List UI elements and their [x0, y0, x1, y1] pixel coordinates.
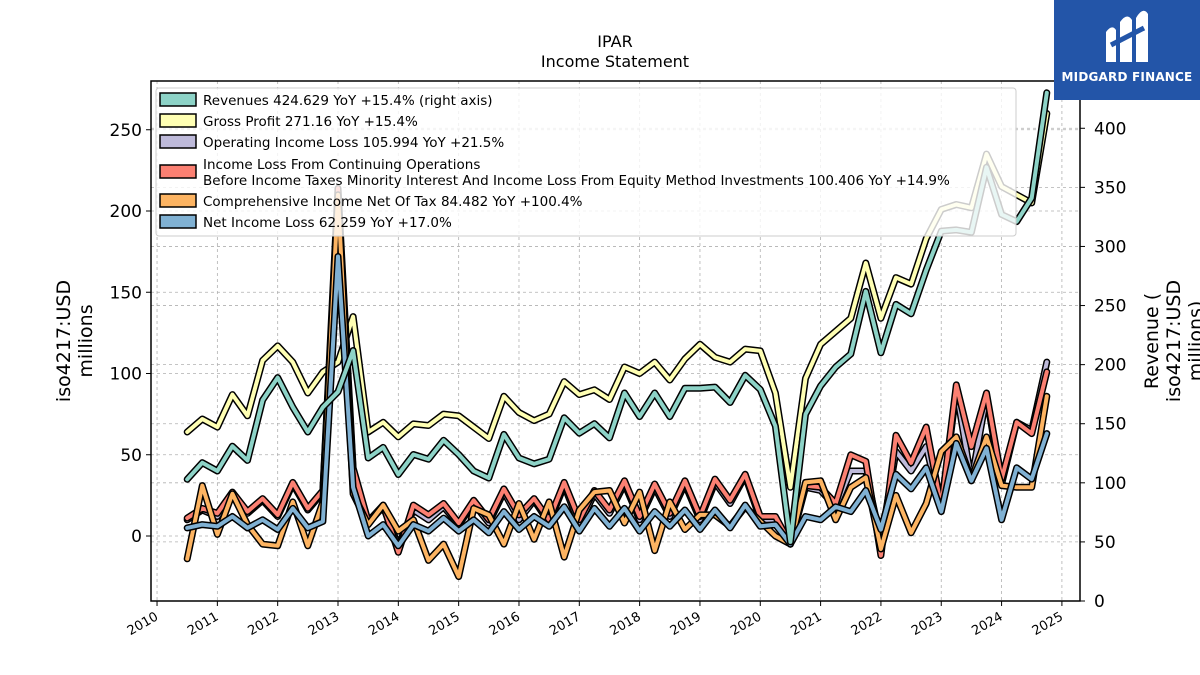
- x-tick-label: 2022: [849, 609, 885, 639]
- x-tick-label: 2016: [487, 609, 523, 639]
- y-left-tick-label: 0: [131, 527, 142, 547]
- legend-label-pretax-income-line-1: Income Loss From Continuing Operations: [203, 157, 480, 173]
- x-tick-label: 2010: [125, 609, 161, 639]
- x-tick-label: 2019: [668, 609, 704, 639]
- y-left-tick-label: 200: [110, 202, 142, 222]
- x-tick-label: 2014: [366, 609, 402, 639]
- legend-box: [155, 87, 1017, 237]
- y-right-tick-label: 250: [1094, 297, 1126, 317]
- y-right-tick-label: 400: [1094, 119, 1126, 139]
- plot-frame: [150, 80, 1081, 602]
- legend-swatch-operating-income: [159, 134, 197, 149]
- y-label-right-line-1: Revenue (: [1141, 293, 1163, 389]
- legend-swatch-pretax-income: [159, 164, 197, 179]
- legend-label-comprehensive-income: Comprehensive Income Net Of Tax 84.482 Y…: [203, 194, 583, 210]
- x-axis: 2010 2011 2012 2013 2014 2015 2016 2017 2018 2019…: [125, 601, 1066, 639]
- y-axis-right-label: Revenue ( iso4217:USD millions): [1141, 280, 1200, 402]
- series-lines: [183, 89, 1051, 581]
- y-right-tick-label: 0: [1094, 592, 1105, 612]
- x-tick-label: 2023: [909, 609, 945, 639]
- legend-swatch-comprehensive-income: [159, 193, 197, 208]
- y-axis-left: 0 50 100 150 200 250: [110, 121, 151, 547]
- y-label-right-line-3: millions): [1185, 301, 1200, 382]
- y-left-tick-label: 100: [110, 365, 142, 385]
- legend-label-operating-income: Operating Income Loss 105.994 YoY +21.5%: [203, 135, 504, 151]
- y-right-tick-label: 350: [1094, 178, 1126, 198]
- legend-label-net-income: Net Income Loss 62.259 YoY +17.0%: [203, 215, 452, 231]
- legend-label-gross-profit: Gross Profit 271.16 YoY +15.4%: [203, 114, 418, 130]
- y-axis-left-label: iso4217:USD millions: [53, 280, 97, 402]
- legend-label-revenues: Revenues 424.629 YoY +15.4% (right axis): [203, 93, 493, 109]
- x-tick-label: 2017: [547, 609, 583, 639]
- legend-swatch-revenues: [159, 92, 197, 107]
- legend-swatch-gross-profit: [159, 113, 197, 128]
- x-tick-label: 2024: [969, 609, 1005, 639]
- y-right-tick-label: 200: [1094, 356, 1126, 376]
- x-tick-label: 2025: [1030, 609, 1066, 639]
- y-right-tick-label: 100: [1094, 474, 1126, 494]
- y-right-tick-label: 50: [1094, 533, 1116, 553]
- y-left-tick-label: 250: [110, 121, 142, 141]
- y-right-tick-label: 300: [1094, 237, 1126, 257]
- chart-subtitle: Income Statement: [541, 52, 689, 71]
- y-axis-right: 0 50 100 150 200 250 300 350 400: [1080, 119, 1126, 612]
- y-label-left-line-1: iso4217:USD: [53, 280, 75, 402]
- y-right-tick-label: 150: [1094, 415, 1126, 435]
- x-tick-label: 2021: [788, 609, 824, 639]
- x-tick-label: 2011: [185, 609, 221, 639]
- legend-swatch-net-income: [159, 214, 197, 229]
- y-left-tick-label: 50: [120, 446, 142, 466]
- logo-mark-icon: [1106, 10, 1148, 63]
- logo-text: MIDGARD FINANCE: [1061, 70, 1193, 84]
- legend-label-pretax-income-line-2: Before Income Taxes Minority Interest An…: [203, 173, 950, 189]
- x-tick-label: 2013: [306, 609, 342, 639]
- series-line-net-income-loss: [185, 254, 1049, 548]
- x-tick-label: 2020: [728, 609, 764, 639]
- y-left-tick-label: 150: [110, 283, 142, 303]
- x-tick-label: 2018: [607, 609, 643, 639]
- series-line-revenues: [185, 90, 1049, 544]
- midgard-finance-logo: MIDGARD FINANCE: [1054, 0, 1200, 100]
- x-tick-label: 2012: [246, 609, 282, 639]
- legend: Revenues 424.629 YoY +15.4% (right axis)…: [155, 87, 1017, 237]
- y-label-right-line-2: iso4217:USD: [1163, 280, 1185, 402]
- y-label-left-line-2: millions: [75, 304, 97, 377]
- x-tick-label: 2015: [426, 609, 462, 639]
- chart-title: IPAR: [597, 32, 632, 51]
